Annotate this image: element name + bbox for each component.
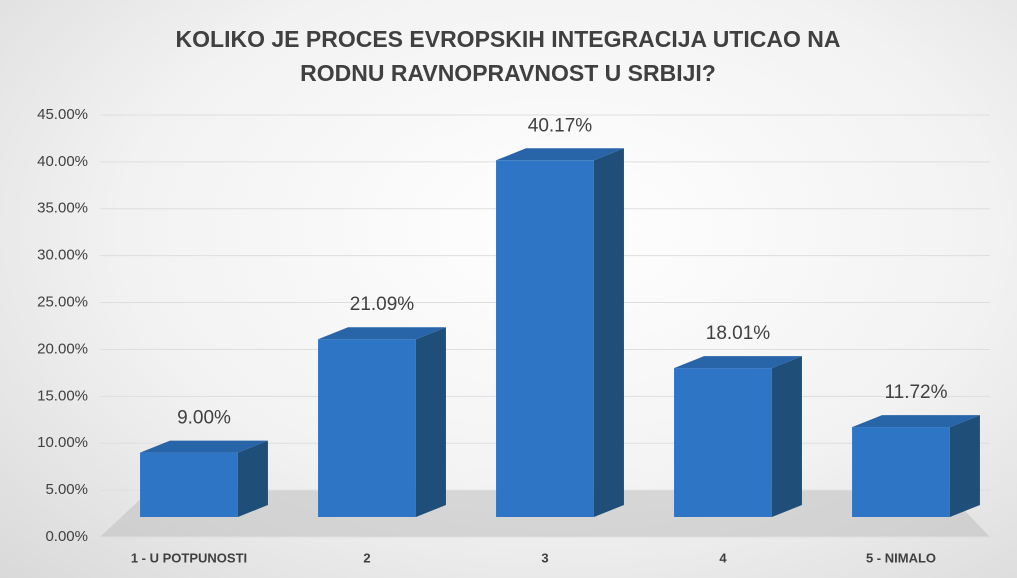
x-tick-label: 2	[363, 550, 370, 565]
bar-side	[415, 327, 446, 517]
y-tick-label: 20.00%	[37, 340, 88, 357]
y-tick-label: 5.00%	[45, 481, 88, 498]
bar-side	[771, 356, 802, 517]
x-tick-label: 5 - NIMALO	[866, 550, 936, 565]
bar	[318, 339, 416, 517]
y-tick-label: 10.00%	[37, 434, 88, 451]
y-tick-label: 15.00%	[37, 387, 88, 404]
value-label: 18.01%	[706, 323, 771, 344]
bar-top	[140, 440, 268, 453]
bar	[674, 368, 772, 517]
bar	[852, 427, 950, 517]
bar-top	[496, 148, 624, 161]
bar	[140, 452, 238, 517]
y-tick-label: 30.00%	[37, 247, 88, 264]
x-tick-label: 1 - U POTPUNOSTI	[131, 550, 247, 565]
bar-top	[318, 327, 446, 340]
value-label: 11.72%	[884, 382, 947, 403]
x-tick-label: 4	[719, 550, 727, 565]
y-tick-label: 45.00%	[37, 106, 88, 123]
bar-side	[593, 148, 624, 517]
y-tick-label: 35.00%	[37, 200, 88, 217]
bar-top	[852, 415, 980, 428]
y-tick-label: 0.00%	[45, 528, 88, 545]
bar-top	[674, 356, 802, 369]
value-label: 40.17%	[528, 115, 593, 136]
chart-title: KOLIKO JE PROCES EVROPSKIH INTEGRACIJA U…	[175, 26, 841, 86]
bar	[496, 160, 594, 517]
x-tick-label: 3	[541, 550, 548, 565]
bar-side	[237, 440, 268, 517]
value-label: 9.00%	[177, 408, 231, 429]
bar-side	[949, 415, 980, 517]
y-tick-label: 25.00%	[37, 294, 88, 311]
y-tick-label: 40.00%	[37, 153, 88, 170]
value-label: 21.09%	[350, 294, 415, 315]
